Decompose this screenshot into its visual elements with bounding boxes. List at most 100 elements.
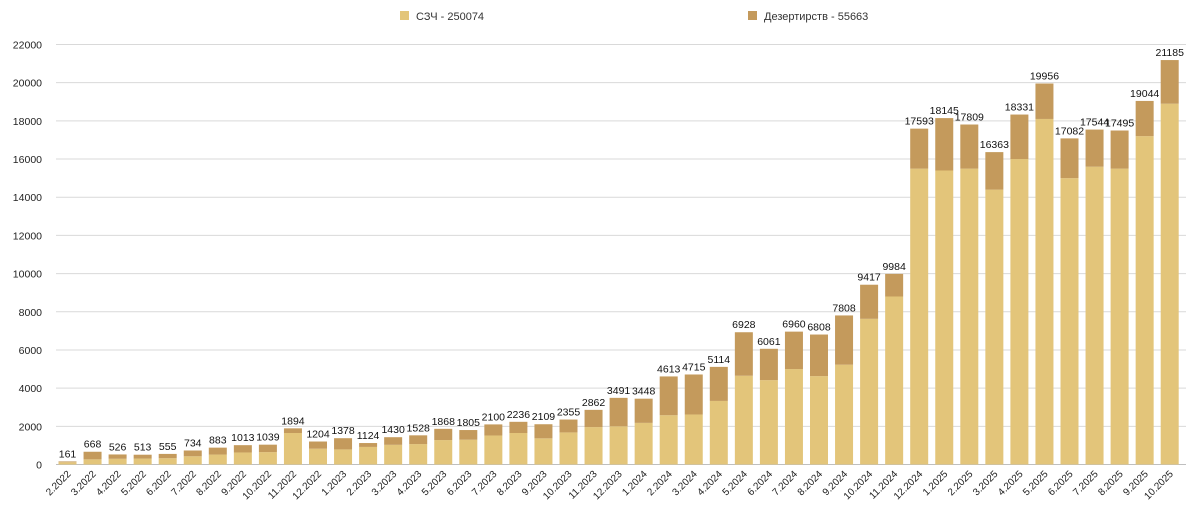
bar-szch: [709, 400, 728, 465]
total-label: 1805: [457, 417, 481, 429]
total-label: 17593: [905, 116, 934, 128]
total-label: 6928: [732, 319, 756, 331]
total-label: 4715: [682, 361, 706, 373]
bar-szch: [810, 376, 828, 465]
bar-desertions: [634, 398, 653, 423]
total-label: 1894: [281, 415, 305, 427]
x-tick-label: 5.2023: [420, 469, 450, 499]
y-tick-label: 0: [36, 460, 42, 472]
bar-szch: [384, 444, 403, 465]
total-label: 526: [109, 441, 127, 453]
y-tick-label: 12000: [13, 230, 42, 242]
bar-desertions: [233, 445, 252, 453]
bar-desertions: [759, 348, 778, 381]
bar-desertions: [158, 453, 177, 459]
total-label: 1124: [357, 430, 380, 442]
total-label: 7808: [832, 302, 856, 314]
bar-szch: [1160, 103, 1179, 465]
total-label: 5114: [708, 354, 731, 366]
bar-desertions: [1110, 130, 1129, 169]
x-tick-label: 8.2024: [796, 469, 826, 499]
bar-szch: [935, 170, 954, 465]
bar-desertions: [534, 424, 553, 439]
bar-szch: [1135, 136, 1154, 465]
bar-desertions: [334, 438, 353, 450]
x-tick-label: 5.2025: [1021, 469, 1051, 499]
bar-desertions: [409, 435, 428, 445]
legend-series-name-szch: СЗЧ: [416, 11, 438, 23]
x-tick-label: 4.2025: [996, 469, 1026, 499]
total-label: 21185: [1155, 47, 1184, 59]
legend-swatch-desertions: [748, 11, 757, 20]
bar-desertions: [183, 450, 202, 457]
bar-desertions: [133, 454, 152, 459]
bar-desertions: [359, 443, 378, 447]
x-tick-label: 8.2022: [195, 469, 225, 499]
total-label: 2109: [532, 411, 556, 423]
legend-swatch-szch: [400, 11, 409, 20]
bar-desertions: [784, 331, 803, 370]
total-label: 1528: [407, 422, 431, 434]
y-axis: 0 2000 4000 6000 8000 10000 12000 14000 16000 180…: [13, 40, 42, 472]
bar-desertions: [509, 421, 528, 433]
bar-desertions: [885, 273, 904, 297]
bar-desertions: [384, 437, 403, 445]
x-tick-label: 2.2022: [44, 469, 74, 499]
bar-szch: [534, 438, 553, 465]
bar-szch: [910, 168, 929, 465]
y-tick-label: 20000: [13, 78, 42, 90]
x-tick-label: 7.2023: [470, 469, 500, 499]
x-tick-label: 7.2024: [771, 469, 801, 499]
total-label: 1868: [432, 416, 456, 428]
x-tick-label: 3.2022: [69, 469, 99, 499]
bar-desertions: [1010, 114, 1029, 160]
x-tick-label: 4.2024: [696, 469, 726, 499]
bar-szch: [1085, 166, 1104, 465]
total-label: 883: [209, 435, 227, 447]
bar-szch: [759, 380, 778, 465]
bar-szch: [1010, 159, 1029, 465]
total-label: 6960: [782, 319, 806, 331]
bar-szch: [359, 446, 378, 465]
bar-szch: [309, 448, 327, 465]
bar-desertions: [208, 447, 227, 455]
bar-desertions: [860, 284, 879, 319]
total-label: 1204: [306, 429, 330, 441]
x-tick-label: 4.2022: [94, 469, 124, 499]
total-label: 555: [159, 441, 177, 453]
x-tick-label: 5.2024: [721, 469, 751, 499]
bar-desertions: [910, 128, 929, 169]
bar-desertions: [484, 424, 503, 436]
legend-series-name-desertions: Дезертирств: [764, 11, 828, 23]
total-label: 17495: [1105, 118, 1134, 130]
bar-desertions: [58, 461, 77, 463]
total-label: 6061: [757, 336, 781, 348]
bar-desertions: [734, 332, 753, 376]
total-label: 6808: [807, 322, 831, 334]
bar-szch: [1110, 168, 1129, 465]
legend: СЗЧ - 250074 Дезертирств - 55663: [400, 11, 868, 23]
bar-szch: [559, 432, 578, 465]
total-label: 1378: [331, 425, 355, 437]
x-tick-label: 7.2022: [169, 469, 199, 499]
total-label: 3448: [632, 386, 656, 398]
total-label: 2862: [582, 397, 606, 409]
bar-desertions: [309, 441, 327, 449]
bar-szch: [434, 440, 453, 465]
x-tick-label: 7.2025: [1071, 469, 1101, 499]
x-tick-label: 8.2025: [1096, 469, 1126, 499]
bar-szch: [734, 375, 753, 465]
bar-desertions: [810, 334, 828, 377]
total-label: 1039: [256, 432, 280, 444]
bar-desertions: [459, 430, 478, 440]
bar-szch: [885, 296, 904, 465]
y-tick-label: 10000: [13, 269, 42, 281]
total-label: 18331: [1005, 102, 1034, 114]
bar-szch: [634, 422, 653, 465]
bar-desertions: [434, 428, 453, 441]
legend-series-total-szch: 250074: [447, 11, 484, 23]
bar-szch: [183, 456, 202, 465]
x-tick-label: 2.2024: [645, 469, 675, 499]
legend-label-szch: СЗЧ - 250074: [416, 11, 484, 23]
x-tick-label: 4.2023: [395, 469, 425, 499]
